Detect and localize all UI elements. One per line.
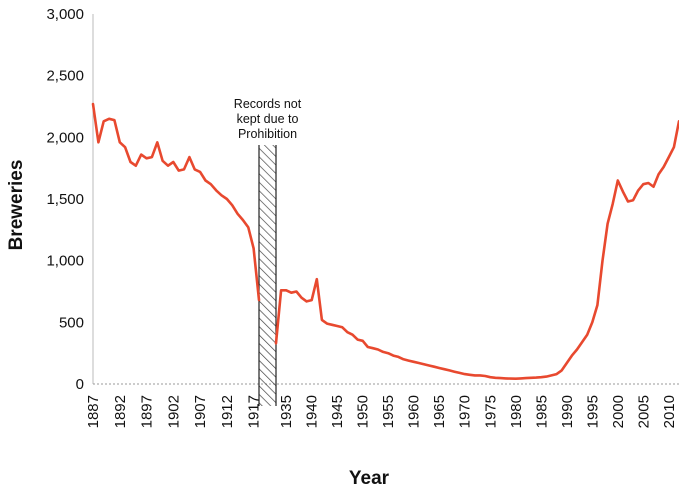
x-tick-label: 1897: [139, 395, 156, 428]
x-tick-label: 1980: [508, 395, 525, 428]
x-tick-label: 1960: [406, 395, 423, 428]
x-tick-label: 1907: [192, 395, 209, 428]
x-tick-label: 1975: [482, 395, 499, 428]
y-tick-label: 1,000: [46, 253, 84, 270]
y-tick-label: 2,500: [46, 68, 84, 85]
x-tick-label: 1985: [533, 395, 550, 428]
x-tick-label: 1990: [559, 395, 576, 428]
brewery-count-line: [91, 102, 261, 302]
y-axis-title: Breweries: [6, 160, 27, 251]
x-tick-label: 1902: [165, 395, 182, 428]
x-tick-label: 1917: [246, 395, 263, 428]
x-tick-label: 1940: [304, 395, 321, 428]
y-tick-label: 3,000: [46, 6, 84, 23]
prohibition-note: kept due to: [237, 112, 299, 126]
x-tick-label: 1935: [278, 395, 295, 428]
x-tick-label: 1995: [584, 395, 601, 428]
x-tick-label: 2010: [661, 395, 678, 428]
x-tick-label: 1912: [219, 395, 236, 428]
y-tick-label: 500: [59, 314, 84, 331]
x-tick-label: 1970: [457, 395, 474, 428]
x-tick-label: 1892: [112, 395, 129, 428]
x-tick-label: 1950: [355, 395, 372, 428]
y-tick-label: 2,000: [46, 129, 84, 146]
x-tick-label: 1955: [380, 395, 397, 428]
prohibition-hatch: [259, 145, 276, 406]
brewery-count-line: [274, 120, 679, 381]
x-tick-label: 2000: [610, 395, 627, 428]
prohibition-note: Prohibition: [238, 127, 297, 141]
x-axis-title: Year: [349, 468, 390, 489]
x-tick-label: 1887: [85, 395, 102, 428]
y-tick-label: 1,500: [46, 191, 84, 208]
x-tick-label: 2005: [635, 395, 652, 428]
x-tick-label: 1965: [431, 395, 448, 428]
y-tick-label: 0: [76, 376, 84, 393]
x-tick-label: 1945: [329, 395, 346, 428]
prohibition-note: Records not: [234, 97, 302, 111]
